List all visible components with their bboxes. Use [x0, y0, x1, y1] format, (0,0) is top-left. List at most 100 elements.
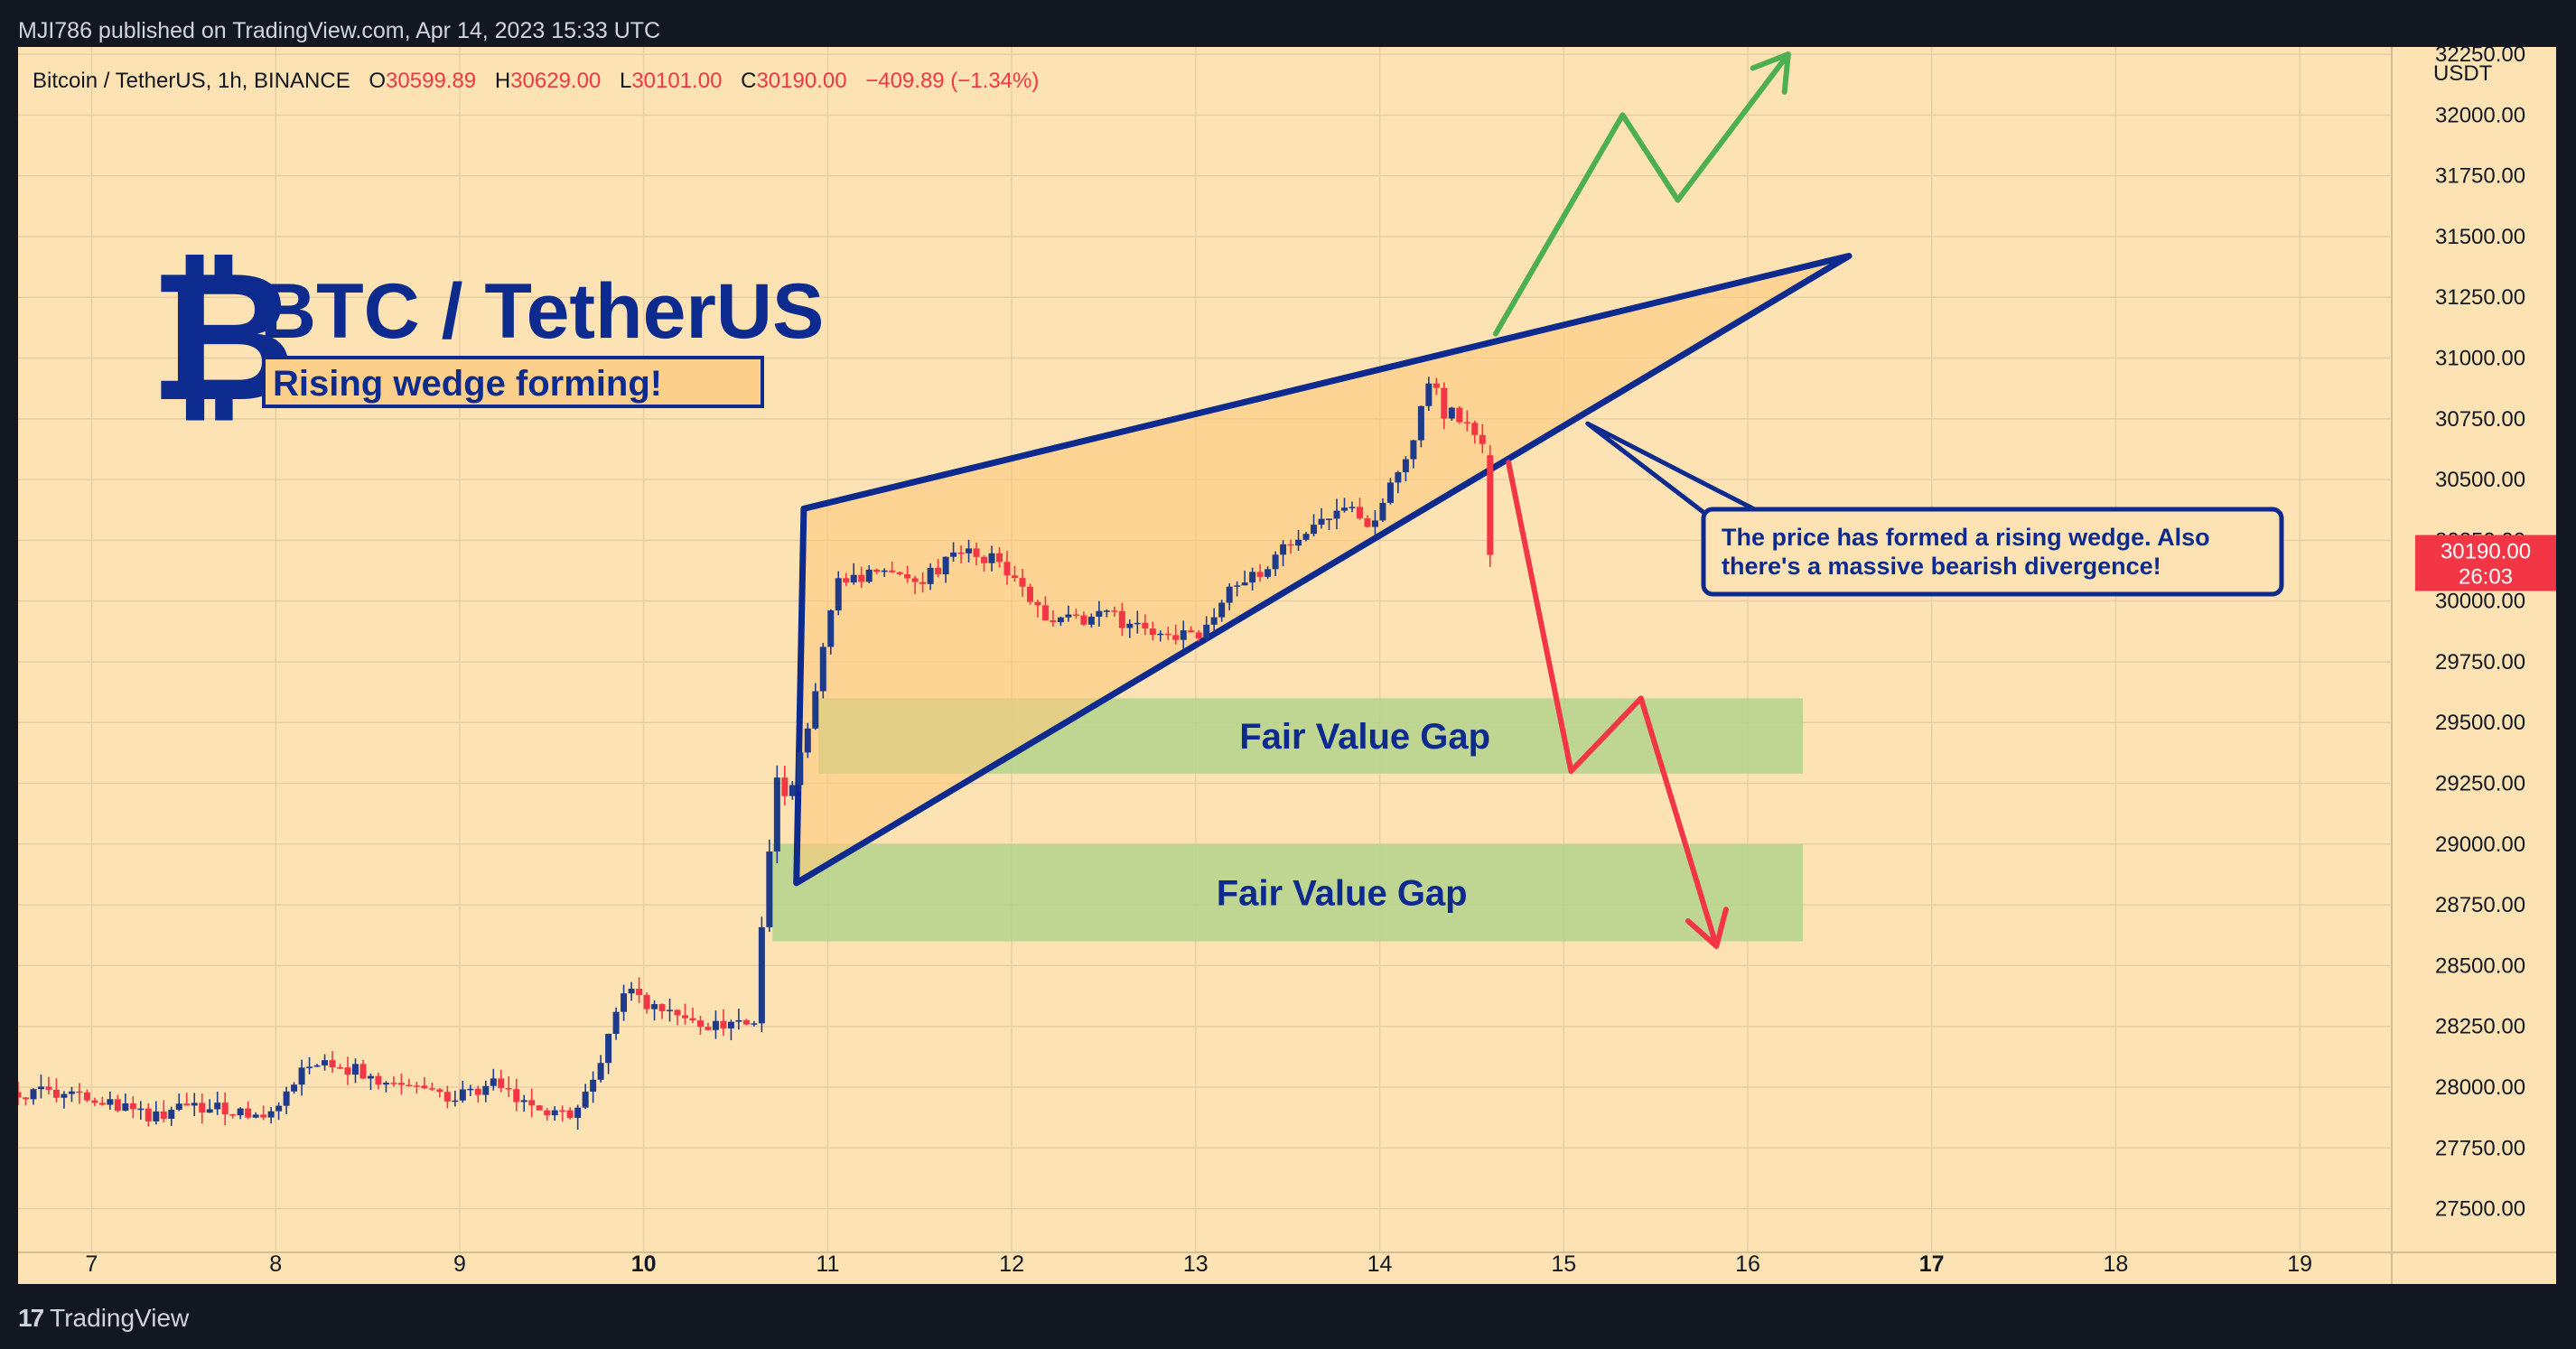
candle-body: [351, 1064, 359, 1075]
candle-body: [1072, 614, 1079, 617]
callout: The price has formed a rising wedge. Als…: [1585, 421, 2284, 597]
candle-body: [896, 572, 903, 574]
candle-body: [536, 1105, 543, 1111]
candle-body: [397, 1083, 405, 1085]
candle-body: [681, 1015, 688, 1019]
candle-body: [191, 1102, 198, 1106]
candle-body: [129, 1102, 136, 1110]
time-axis[interactable]: 7 8 9 10 11 12 13 14 15 16 17 18 19: [86, 1251, 2313, 1277]
tradingview-logo[interactable]: 17 TradingView: [18, 1300, 189, 1336]
close-label: C: [741, 69, 756, 93]
bearish-scenario-arrow-head: [1685, 907, 1729, 949]
candle-body: [145, 1108, 152, 1121]
candle-body: [1410, 440, 1417, 460]
price-tick-label: 30000.00: [2435, 590, 2525, 614]
candle-body: [406, 1084, 413, 1086]
candle-body: [291, 1084, 298, 1092]
price-axis[interactable]: USDT 27500.00 27750.00 28000.00 28250.00 285…: [2433, 47, 2525, 1222]
candle-body: [643, 995, 650, 1009]
candle-body: [658, 1004, 666, 1011]
candle-body: [37, 1086, 44, 1090]
scenario-arrows: [1492, 51, 1791, 949]
candle-body: [574, 1107, 582, 1119]
low-label: L: [620, 69, 631, 93]
candle-body: [18, 1092, 22, 1098]
candle-body: [927, 567, 934, 584]
candle-body: [904, 573, 911, 579]
candle-body: [858, 574, 865, 582]
candle-body: [597, 1063, 604, 1080]
candle-body: [76, 1091, 83, 1093]
candle-body: [636, 988, 643, 996]
callout-box: [1701, 507, 2284, 597]
candle-body: [966, 548, 973, 554]
time-tick-label: 12: [999, 1251, 1024, 1277]
subtitle-box: [262, 356, 764, 408]
candle-body: [873, 569, 881, 572]
price-chart[interactable]: Fair Value Gap Fair Value Gap The price …: [18, 47, 2556, 1284]
time-tick-label: 15: [1551, 1251, 1576, 1277]
candle-body: [306, 1066, 313, 1068]
candle-body: [375, 1075, 382, 1085]
candle-body: [1302, 534, 1310, 540]
candle-body: [313, 1065, 321, 1067]
candle-body: [252, 1114, 259, 1118]
candle-body: [1188, 630, 1195, 633]
candle-body: [482, 1085, 490, 1095]
candle-body: [812, 691, 819, 729]
candle-body: [52, 1089, 60, 1098]
candle-body: [773, 777, 780, 852]
time-tick-label: 10: [631, 1251, 657, 1277]
wedge-outline: [793, 252, 1853, 887]
candle-body: [322, 1060, 329, 1065]
candle-body: [1103, 610, 1110, 612]
candle-body: [1019, 578, 1026, 587]
chart-panel[interactable]: Fair Value Gap Fair Value Gap The price …: [18, 47, 2556, 1284]
candle-body: [605, 1033, 612, 1064]
fvg-label-lower: Fair Value Gap: [1217, 874, 1468, 914]
fair-value-gap-labels: Fair Value Gap Fair Value Gap: [1217, 717, 1490, 914]
low-value: 30101.00: [631, 69, 722, 93]
chart-grid: [18, 47, 2556, 1284]
candle-body: [1087, 617, 1095, 625]
candle-body: [881, 570, 888, 572]
candle-body: [337, 1067, 344, 1069]
candle-body: [283, 1091, 290, 1106]
candle-body: [727, 1021, 734, 1028]
candle-body: [935, 567, 942, 575]
candle-body: [1142, 622, 1149, 629]
fvg-lower-zone: [772, 843, 1804, 942]
time-tick-label: 7: [86, 1251, 98, 1277]
candle-body: [1379, 502, 1386, 521]
candle-body: [1425, 383, 1433, 406]
open-label: O: [369, 69, 386, 93]
candle-body: [1386, 482, 1394, 503]
candle-body: [513, 1089, 520, 1102]
candle-body: [1118, 610, 1125, 628]
candle-body: [1126, 623, 1134, 628]
candle-body: [1218, 602, 1226, 618]
candle-body: [1057, 617, 1064, 623]
candle-body: [1364, 518, 1371, 527]
candle-body: [1287, 544, 1294, 546]
last-price-tag-bg: [2415, 535, 2556, 591]
candle-body: [544, 1110, 551, 1116]
candle-body: [344, 1067, 351, 1075]
candle-body: [22, 1097, 29, 1100]
candle-body: [751, 1023, 758, 1025]
time-tick-label: 17: [1919, 1251, 1945, 1277]
candle-body: [582, 1092, 589, 1108]
candle-body: [559, 1110, 566, 1112]
time-tick-label: 13: [1183, 1251, 1209, 1277]
price-tick-label: 29000.00: [2435, 833, 2525, 857]
candle-body: [1003, 562, 1011, 576]
candle-body: [1340, 507, 1348, 511]
price-tick-label: 28750.00: [2435, 893, 2525, 917]
candle-body: [1256, 572, 1264, 577]
price-tick-label: 31000.00: [2435, 347, 2525, 371]
ohlc-legend: Bitcoin / TetherUS, 1h, BINANCE O30599.8…: [33, 69, 1039, 93]
candle-body: [1026, 586, 1033, 602]
tradingview-logo-icon: 17: [18, 1304, 44, 1332]
candle-body: [551, 1110, 558, 1116]
candle-body: [1456, 407, 1463, 423]
